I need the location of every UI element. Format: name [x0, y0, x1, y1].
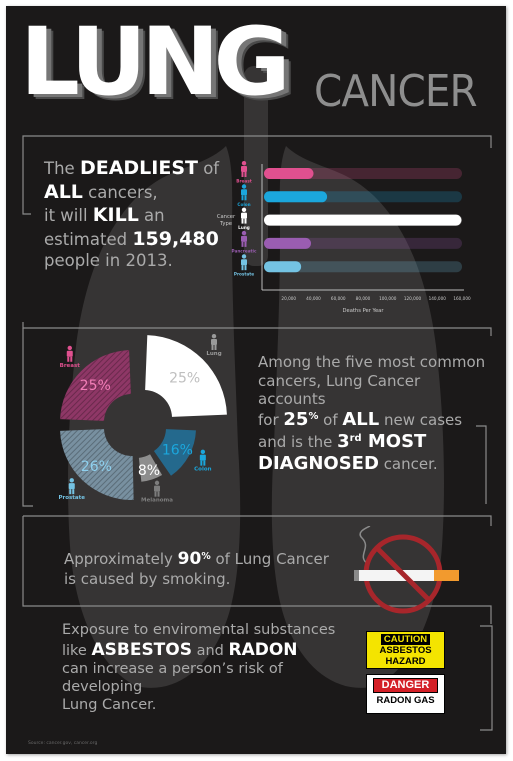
slice-hatch-breast [60, 350, 131, 421]
danger-heading: DANGER [373, 678, 438, 693]
slice-hatch-prostate [60, 429, 134, 500]
section-brackets [22, 135, 493, 731]
slice-colon [153, 429, 196, 476]
slice-melanoma [138, 454, 163, 482]
x-tick-label: 80,000 [356, 296, 371, 301]
y-axis-label: Cancer Type [217, 214, 236, 227]
icon-pancreatic [241, 230, 247, 247]
legend-label-lung: Lung [206, 351, 221, 357]
legend-label-breast: Breast [60, 363, 81, 369]
legend-label-melanoma: Melanoma [141, 498, 173, 504]
x-tick-label: 120,000 [404, 296, 422, 301]
icon-colon [241, 184, 247, 201]
legend-label-prostate: Prostate [59, 495, 86, 501]
title-cancer: CANCER [314, 66, 478, 117]
category-label: Prostate [234, 272, 254, 277]
category-label: Pancreatic [232, 248, 257, 253]
radon-danger-sign: DANGER RADON GAS [366, 674, 445, 714]
slice-group-breast: 25% Breast [60, 345, 131, 421]
slice-label-prostate: 26% [81, 459, 112, 475]
category-label: Breast [236, 179, 251, 184]
slice-group-colon: 16% Colon [153, 429, 212, 476]
deadliest-paragraph: The DEADLIEST of ALL cancers, it will KI… [44, 157, 220, 271]
asbestos-caution-sign: CAUTION ASBESTOS HAZARD [366, 631, 445, 669]
smoking-paragraph: Approximately 90% of Lung Cancer is caus… [64, 549, 329, 589]
bar-prostate [264, 261, 302, 273]
slice-group-lung: 25% Lung [145, 333, 227, 417]
title-lung: LUNG [20, 8, 291, 117]
bar-track-breast [264, 168, 462, 179]
icon-breast [66, 345, 73, 362]
bar-colon [264, 191, 328, 203]
slice-group-melanoma: 8% Melanoma [138, 454, 173, 504]
slice-label-breast: 25% [80, 378, 111, 394]
infographic-poster: LUNG CANCER The DEADLIEST of ALL cancers… [6, 6, 506, 754]
x-tick-label: 60,000 [331, 296, 346, 301]
x-tick-label: 100,000 [379, 296, 397, 301]
x-tick-label: 140,000 [429, 296, 447, 301]
icon-colon [199, 449, 206, 466]
bar-lung [264, 214, 462, 226]
slice-group-prostate: 26% Prostate [59, 429, 134, 501]
bar-track-pancreatic [264, 237, 462, 249]
slice-lung [145, 335, 227, 417]
icon-prostate [68, 478, 75, 495]
legend-label-colon: Colon [194, 467, 211, 473]
category-label: Colon [237, 202, 250, 207]
icon-prostate [241, 254, 247, 271]
lungs-silhouette [68, 66, 444, 688]
caution-heading: CAUTION [380, 634, 431, 645]
no-smoking-icon [354, 526, 459, 614]
exposure-paragraph: Exposure to enviromental substances like… [62, 622, 336, 713]
x-tick-label: 40,000 [306, 296, 321, 301]
deaths-bar-chart: Breast Colon Lung Pancreatic Prostate Cancer T… [217, 161, 471, 314]
source-note: Source: cancer.gov, cancer.org [28, 741, 98, 746]
slice-label-melanoma: 8% [138, 463, 160, 479]
x-tick-label: 160,000 [453, 296, 471, 301]
icon-lung [241, 207, 247, 224]
bar-pancreatic [264, 237, 312, 249]
x-axis-label: Deaths Per Year [343, 308, 385, 314]
new-cases-donut-chart: 25% Lung 16% Colon 8% Melanoma 26% Prostate 25% B… [59, 333, 227, 504]
slice-label-colon: 16% [162, 443, 193, 459]
x-tick-label: 20,000 [281, 296, 296, 301]
icon-breast [241, 161, 247, 177]
icon-melanoma [154, 480, 161, 497]
icon-lung [211, 333, 218, 350]
diagnosed-paragraph: Among the five most common cancers, Lung… [258, 353, 486, 475]
bar-track-prostate [264, 261, 462, 273]
category-label: Lung [238, 225, 250, 230]
bar-breast [264, 168, 314, 179]
slice-label-lung: 25% [169, 370, 200, 386]
